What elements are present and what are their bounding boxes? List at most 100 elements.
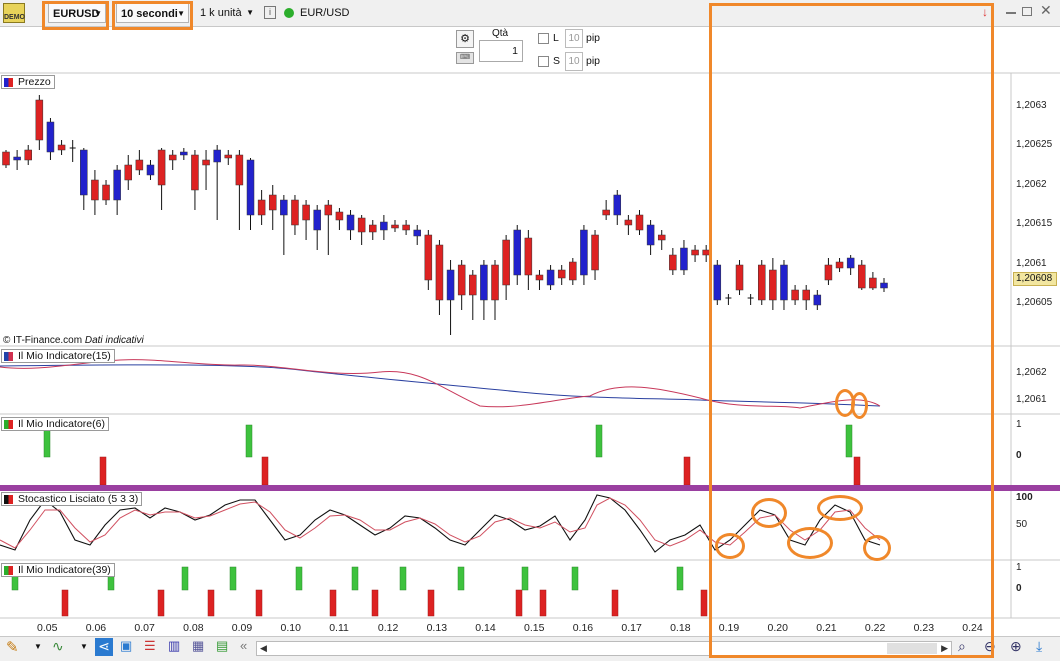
limit-checkbox[interactable]	[538, 33, 549, 44]
price-y-tick: 1,2063	[1016, 100, 1047, 111]
signal-bar-green	[571, 566, 579, 591]
candle-body	[113, 169, 121, 201]
stochastic-y-tick: 50	[1016, 519, 1028, 530]
double-chevron-left-icon[interactable]: «	[240, 638, 248, 653]
candle-body	[802, 289, 810, 301]
pip-label: pip	[586, 55, 601, 67]
indicator2-bars	[43, 424, 861, 486]
indicator1-label: Il Mio Indicatore(15)	[1, 349, 115, 363]
stop-label: S	[553, 55, 561, 67]
qty-input[interactable]: 1	[479, 40, 523, 62]
chevron-down-icon[interactable]: ▼	[34, 642, 42, 651]
candle-body	[735, 264, 744, 291]
wrench-icon[interactable]: ⚙	[456, 30, 474, 48]
table-icon[interactable]: ▤	[216, 638, 229, 653]
candle-body	[457, 264, 466, 296]
chevron-down-icon[interactable]: ▼	[80, 642, 88, 651]
demo-label: DEMO	[4, 14, 25, 21]
limit-label: L	[553, 32, 559, 44]
scroll-thumb[interactable]	[887, 643, 937, 654]
x-tick-label: 0.12	[377, 622, 399, 634]
chart-icon[interactable]: ▦	[192, 638, 205, 653]
x-tick-label: 0.14	[475, 622, 496, 634]
candle-body	[46, 121, 55, 153]
signal-bar-red	[371, 589, 379, 617]
x-tick-label: 0.21	[816, 622, 837, 634]
candle-body	[669, 254, 677, 271]
candle-body	[302, 204, 310, 221]
candle-body	[624, 219, 633, 226]
candle-body	[446, 269, 455, 301]
candle-body	[346, 214, 355, 231]
signal-bar-green	[676, 566, 684, 591]
chevron-down-icon: ▼	[246, 8, 254, 17]
candle-body	[469, 274, 477, 296]
candle-body	[524, 237, 533, 276]
arrow-down-icon[interactable]: ↓	[982, 5, 988, 19]
candle-body	[268, 194, 277, 211]
x-tick-label: 0.23	[913, 622, 935, 634]
x-tick-label: 0.10	[280, 622, 301, 634]
scroll-left-icon[interactable]: ◀	[260, 643, 267, 653]
stop-checkbox[interactable]	[538, 56, 549, 67]
candle-body	[246, 159, 255, 216]
signal-bar-green	[295, 566, 303, 591]
pencil-icon[interactable]: ✎	[6, 639, 19, 656]
x-tick-label: 0.22	[864, 622, 886, 634]
limit-pip-input[interactable]: 10	[565, 29, 583, 48]
signal-bar-red	[427, 589, 435, 617]
candle-body	[835, 261, 844, 269]
candle-body	[680, 247, 688, 271]
close-icon[interactable]: ✕	[1040, 2, 1052, 18]
signal-bar-red	[99, 456, 107, 486]
candle-body	[157, 149, 166, 186]
interval-label: 10 secondi	[121, 8, 178, 20]
candle-body	[502, 239, 510, 286]
candle-body	[546, 269, 555, 286]
price-y-tick: 1,2062	[1016, 179, 1047, 190]
share-icon[interactable]: ⋖	[95, 638, 113, 656]
signal-bar-green	[245, 424, 253, 458]
download-icon[interactable]: ⤓	[1036, 638, 1043, 654]
info-icon-label: i	[269, 7, 271, 17]
stop-pip-input[interactable]: 10	[565, 52, 583, 71]
keyboard-icon[interactable]: ⌨	[456, 52, 474, 64]
info-icon[interactable]: i	[264, 6, 276, 19]
horizontal-scrollbar[interactable]: ◀ ▶	[256, 641, 952, 656]
zoom-out-icon[interactable]: ⊖	[984, 638, 996, 654]
units-selector[interactable]: 1 k unità ▼	[196, 3, 256, 23]
scroll-right-icon[interactable]: ▶	[941, 643, 948, 653]
candle-body	[846, 257, 855, 269]
candle-body	[435, 244, 444, 301]
signal-bar-red	[700, 589, 708, 617]
zoom-fit-icon[interactable]: ⌕	[958, 638, 966, 654]
indicator1-lines	[0, 359, 881, 409]
candle-body	[13, 156, 21, 161]
columns-icon[interactable]: ▥	[168, 638, 181, 653]
candle-body	[24, 149, 32, 161]
candle-body	[613, 194, 622, 216]
indicator-icon[interactable]: ∿	[52, 638, 64, 654]
x-tick-label: 0.16	[572, 622, 594, 634]
maximize-icon[interactable]	[1022, 7, 1032, 16]
candle-body	[313, 209, 321, 231]
price-y-tick: 1,2061	[1016, 258, 1047, 269]
candle-body	[880, 282, 888, 289]
candle-body	[780, 264, 788, 301]
window-icon[interactable]: ▣	[120, 638, 133, 653]
candle-body	[757, 264, 766, 301]
candle-body	[202, 159, 210, 166]
zoom-in-icon[interactable]: ⊕	[1010, 638, 1022, 654]
list-icon[interactable]: ☰	[144, 638, 156, 653]
stochastic-lines	[0, 494, 881, 553]
minimize-icon[interactable]	[1006, 12, 1016, 14]
x-tick-label: 0.18	[670, 622, 691, 634]
copyright-text: © IT-Finance.com Dati indicativi	[3, 335, 144, 346]
candle-body	[80, 149, 88, 196]
indicator1-label-text: Il Mio Indicatore(15)	[18, 350, 111, 362]
x-tick-label: 0.13	[426, 622, 448, 634]
stochastic-k-line	[0, 494, 881, 553]
indicator3-bars	[11, 566, 708, 617]
